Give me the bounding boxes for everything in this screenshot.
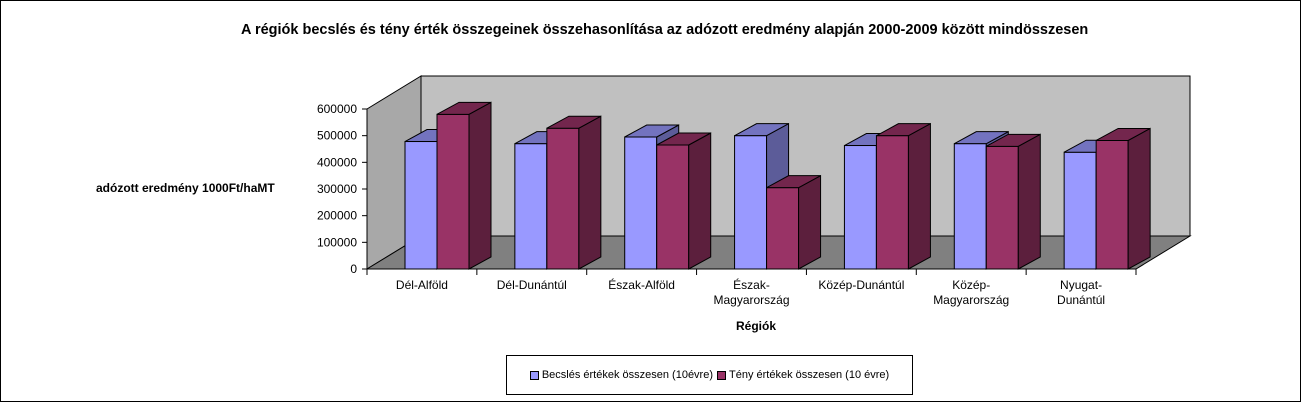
x-tick-label: Magyarország (933, 293, 1009, 307)
x-tick-label: Nyugat- (1060, 278, 1102, 292)
bar-top-actual (766, 175, 821, 189)
bar-front-estimate (734, 135, 768, 270)
bar-top-actual (436, 101, 492, 115)
y-axis-title: adózott eredmény 1000Ft/haMT (96, 181, 275, 195)
legend-label-estimate: Becslés értékek összesen (10évre) (541, 369, 713, 381)
legend-label-actual: Tény értékek összesen (10 évre) (729, 369, 890, 381)
x-tick-label: Dunántúl (1057, 293, 1105, 307)
x-tick-label: Magyarország (713, 293, 789, 307)
bar-front-estimate (1063, 151, 1097, 270)
legend-swatch-estimate (529, 370, 539, 380)
bar-side-actual (1127, 127, 1151, 270)
bar-front-actual (546, 127, 580, 270)
x-tick-label: Közép- (952, 278, 990, 292)
y-tick-label: 300000 (317, 182, 357, 196)
y-tick-label: 600000 (317, 102, 357, 116)
chart-title: A régiók becslés és tény érték összegein… (241, 22, 1089, 38)
bar-front-actual (1095, 139, 1129, 270)
bar-side-actual (1017, 133, 1041, 270)
bar-top-actual (1095, 127, 1151, 141)
bar-side-actual (907, 122, 931, 270)
bar-front-estimate (953, 143, 987, 270)
bar-front-estimate (843, 145, 877, 270)
bar-top-estimate (624, 124, 679, 138)
bar-side-actual (688, 132, 712, 270)
x-tick-label: Dél-Dunántúl (497, 278, 567, 292)
bar-front-actual (436, 113, 470, 270)
bar-front-actual (985, 145, 1019, 270)
bar-top-actual (546, 115, 602, 129)
bar-top-actual (986, 133, 1041, 147)
y-tick-label: 0 (350, 262, 357, 276)
bar-side-actual (798, 174, 822, 270)
bar-front-estimate (404, 141, 438, 270)
legend: Becslés értékek összesen (10évre) Tény é… (506, 355, 913, 395)
legend-item-estimate: Becslés értékek összesen (10évre) (529, 369, 713, 381)
bar-top-actual (656, 132, 711, 146)
bar-top-estimate (954, 131, 1009, 145)
bar-top-actual (876, 123, 931, 137)
y-tick-label: 400000 (317, 155, 357, 169)
bar-front-estimate (514, 143, 548, 270)
y-tick-label: 200000 (317, 209, 357, 223)
bar-top-estimate (734, 123, 789, 137)
bar-side-actual (578, 115, 602, 270)
x-tick-label: Dél-Alföld (396, 278, 448, 292)
y-tick-label: 100000 (317, 235, 357, 249)
x-tick-label: Észak- (733, 277, 770, 292)
x-tick-label: Észak-Alföld (608, 277, 675, 292)
bar-front-actual (656, 144, 690, 270)
legend-item-actual: Tény értékek összesen (10 évre) (717, 369, 889, 381)
bar-side-actual (468, 101, 492, 270)
y-tick-label: 500000 (317, 129, 357, 143)
bar-front-actual (875, 135, 909, 270)
bar-front-actual (766, 187, 800, 270)
x-tick-label: Közép-Dunántúl (818, 278, 904, 292)
legend-swatch-actual (717, 370, 726, 380)
x-axis-title: Régiók (735, 319, 776, 333)
bar-front-estimate (624, 136, 658, 270)
